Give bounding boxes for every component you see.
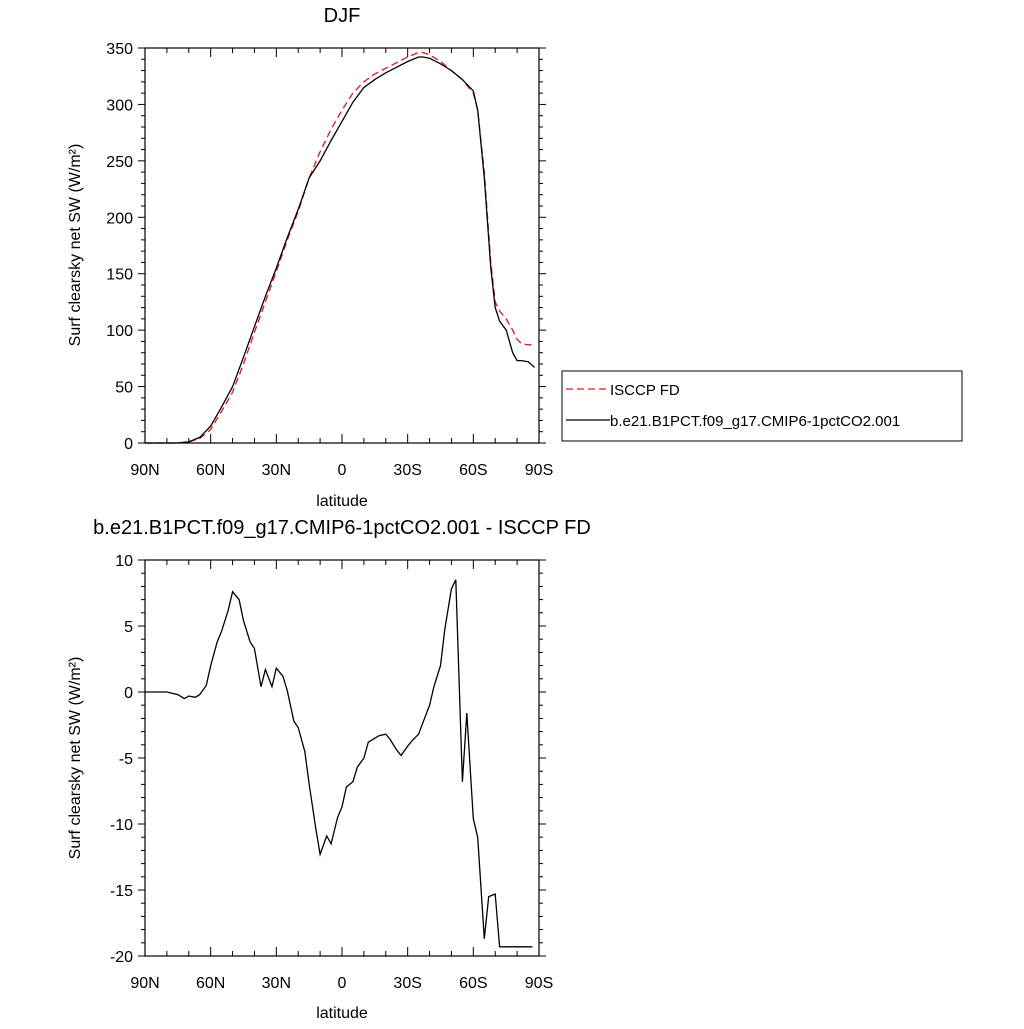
y-tick-label: 350 [106,41,133,58]
x-tick-label: 60N [196,975,225,992]
series-line-1 [145,56,536,444]
top-x-axis-label: latitude [316,493,368,510]
top-series-lines [145,51,536,444]
x-tick-label: 0 [338,975,347,992]
top-y-axis-label: Surf clearsky net SW (W/m²) [67,144,84,347]
y-tick-label: 150 [106,267,133,284]
x-tick-label: 0 [338,462,347,479]
y-tick-label: 50 [115,380,133,397]
x-tick-label: 90S [525,462,553,479]
x-tick-label: 90S [525,975,553,992]
y-tick-label: -10 [110,817,133,834]
bottom-series-lines [145,579,533,948]
bottom-plot-frame [144,559,540,957]
bottom-y-axis-label: Surf clearsky net SW (W/m²) [67,657,84,860]
x-tick-label: 60N [196,462,225,479]
bottom-axes-ticks [138,559,546,957]
chart-title-top: DJF [324,5,361,27]
bottom-tick-labels: 90N 60N 30N 0 30S 60S 90S -20 -15 -10 -5 0 5 10 [110,553,553,992]
x-tick-label: 60S [459,975,487,992]
panel-bottom-difference: b.e21.B1PCT.f09_g17.CMIP6-1pctCO2.001 - … [67,517,591,1022]
x-tick-label: 30N [262,975,291,992]
top-plot-frame [144,47,540,444]
y-tick-label: 10 [115,553,133,570]
y-tick-label: 100 [106,323,133,340]
panel-top-climatology: DJF 90N 60N 30N 0 30S 60S 90S 0 50 100 150 200 250 30… [67,5,963,510]
legend-label-model: b.e21.B1PCT.f09_g17.CMIP6-1pctCO2.001 [610,413,900,430]
series-line-0 [145,51,535,444]
legend-label-isccp: ISCCP FD [610,382,680,399]
top-axes-ticks [138,47,546,444]
x-tick-label: 60S [459,462,487,479]
y-tick-label: 5 [124,619,133,636]
y-tick-label: -20 [110,949,133,966]
series-line-0 [145,579,533,948]
y-tick-label: -5 [119,751,133,768]
y-tick-label: 0 [124,436,133,453]
legend: ISCCP FD b.e21.B1PCT.f09_g17.CMIP6-1pctC… [561,370,963,442]
x-tick-label: 30N [262,462,291,479]
chart-title-bottom: b.e21.B1PCT.f09_g17.CMIP6-1pctCO2.001 - … [93,517,591,539]
x-tick-label: 30S [393,462,421,479]
y-tick-label: -15 [110,883,133,900]
x-tick-label: 90N [130,462,159,479]
y-tick-label: 300 [106,97,133,114]
x-tick-label: 30S [393,975,421,992]
x-tick-label: 90N [130,975,159,992]
y-tick-label: 0 [124,685,133,702]
top-tick-labels: 90N 60N 30N 0 30S 60S 90S 0 50 100 150 200 250 300 350 [106,41,553,479]
bottom-x-axis-label: latitude [316,1005,368,1022]
legend-box [561,370,963,442]
y-tick-label: 250 [106,154,133,171]
y-tick-label: 200 [106,210,133,227]
